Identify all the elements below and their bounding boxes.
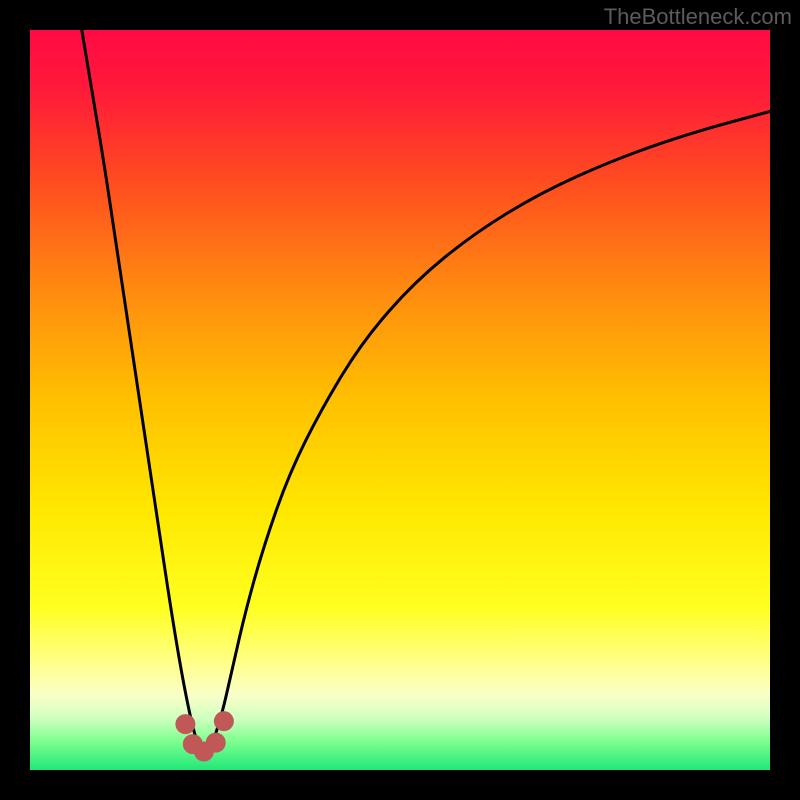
valley-marker: [206, 733, 226, 753]
valley-marker: [175, 714, 195, 734]
watermark-text: TheBottleneck.com: [604, 4, 792, 30]
bottleneck-curve: [30, 30, 770, 770]
plot-area: [30, 30, 770, 770]
valley-marker: [214, 711, 234, 731]
chart-container: TheBottleneck.com: [0, 0, 800, 800]
